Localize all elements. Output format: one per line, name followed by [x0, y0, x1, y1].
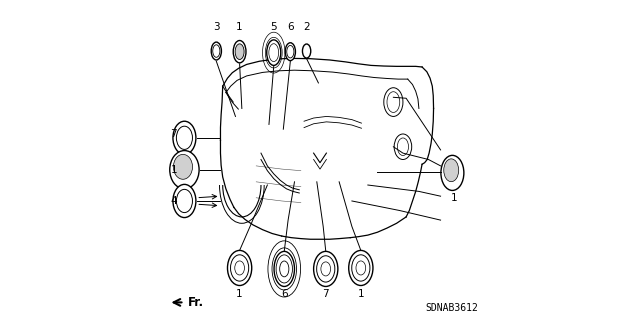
- Ellipse shape: [444, 159, 459, 182]
- Text: 3: 3: [213, 22, 220, 32]
- Ellipse shape: [211, 42, 221, 60]
- Ellipse shape: [173, 154, 193, 179]
- Ellipse shape: [314, 251, 338, 286]
- Ellipse shape: [177, 189, 193, 212]
- Ellipse shape: [170, 151, 199, 189]
- Ellipse shape: [173, 121, 196, 154]
- Text: 1: 1: [236, 22, 243, 32]
- Ellipse shape: [233, 41, 246, 63]
- Text: 1: 1: [236, 289, 243, 299]
- Ellipse shape: [235, 44, 244, 59]
- Text: SDNAB3612: SDNAB3612: [425, 303, 478, 313]
- Text: 6: 6: [287, 22, 294, 32]
- Ellipse shape: [394, 134, 412, 160]
- Ellipse shape: [387, 92, 400, 113]
- Text: 1: 1: [170, 165, 177, 175]
- Ellipse shape: [267, 40, 281, 65]
- Ellipse shape: [212, 45, 220, 57]
- Ellipse shape: [285, 43, 296, 61]
- Text: 6: 6: [281, 289, 287, 299]
- Ellipse shape: [230, 255, 249, 281]
- Ellipse shape: [317, 256, 335, 282]
- Ellipse shape: [321, 262, 331, 276]
- Text: 5: 5: [271, 22, 277, 32]
- Text: 4: 4: [170, 196, 177, 206]
- Text: 2: 2: [303, 22, 310, 32]
- Text: 1: 1: [358, 289, 364, 299]
- Text: Fr.: Fr.: [188, 296, 204, 309]
- Ellipse shape: [227, 250, 252, 286]
- Ellipse shape: [349, 250, 373, 286]
- Ellipse shape: [356, 261, 365, 275]
- Text: 7: 7: [170, 129, 177, 139]
- Text: 1: 1: [451, 193, 458, 203]
- Ellipse shape: [274, 251, 294, 286]
- Ellipse shape: [352, 255, 370, 281]
- Text: 7: 7: [323, 289, 329, 299]
- Ellipse shape: [303, 44, 311, 58]
- Ellipse shape: [397, 138, 408, 155]
- Ellipse shape: [441, 155, 464, 190]
- Ellipse shape: [173, 184, 196, 218]
- Ellipse shape: [177, 126, 193, 149]
- Ellipse shape: [384, 88, 403, 116]
- Ellipse shape: [235, 261, 244, 275]
- Ellipse shape: [287, 45, 294, 58]
